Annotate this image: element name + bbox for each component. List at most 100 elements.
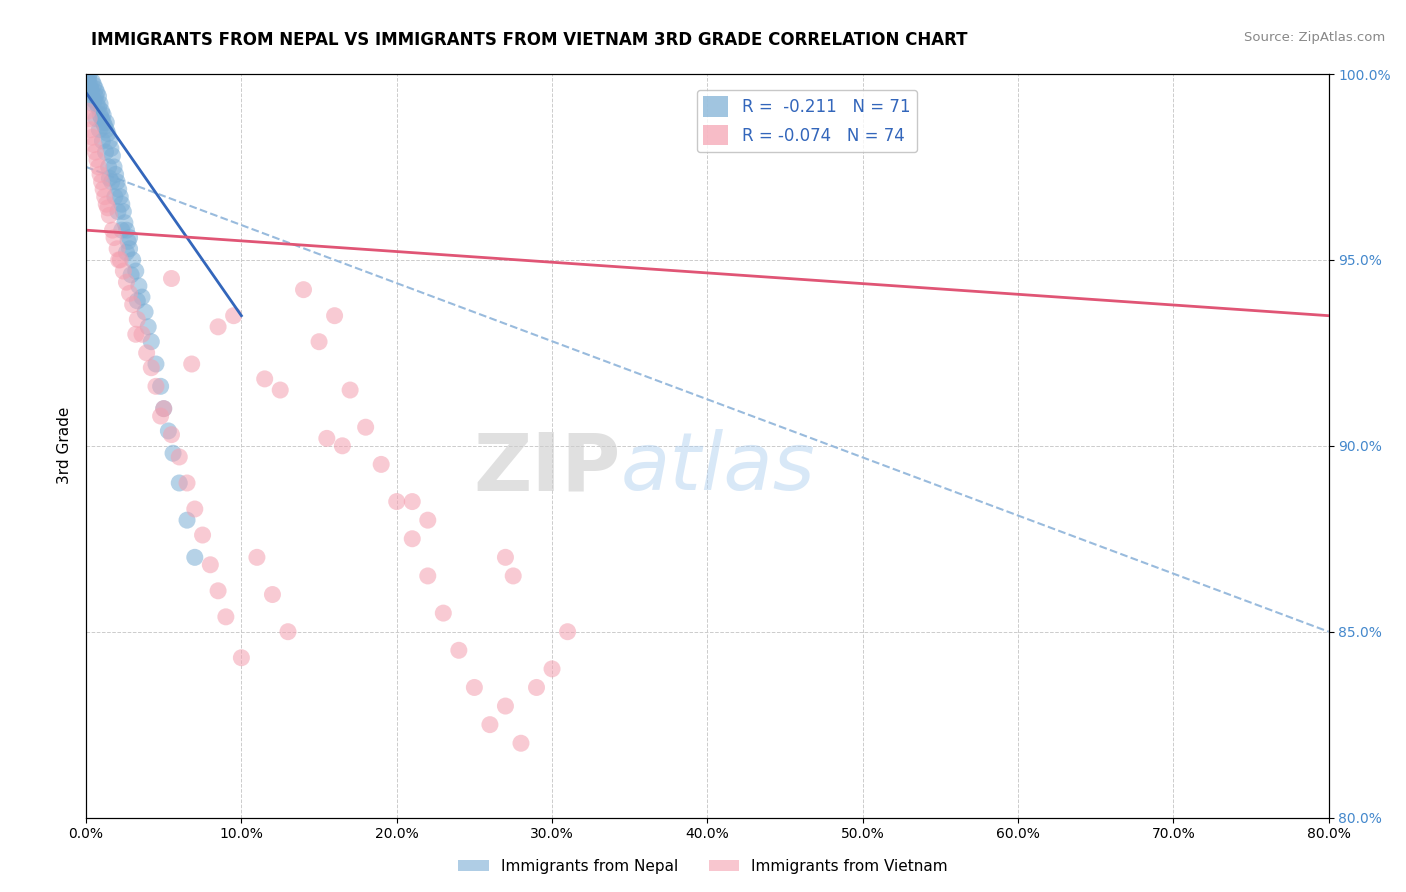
Point: [152, 401, 174, 416]
Point: [90, 104, 112, 119]
Point: [121, 297, 143, 311]
Point: [145, 379, 167, 393]
Point: [98, 171, 121, 186]
Point: [97, 127, 120, 141]
Point: [401, 494, 423, 508]
Point: [215, 610, 238, 624]
Point: [160, 271, 183, 285]
Point: [91, 115, 114, 129]
Point: [104, 190, 127, 204]
Point: [76, 74, 98, 88]
Y-axis label: 3rd Grade: 3rd Grade: [58, 407, 72, 484]
Point: [231, 650, 253, 665]
Point: [292, 283, 315, 297]
Point: [207, 583, 229, 598]
Point: [115, 223, 138, 237]
Point: [80, 86, 103, 100]
Point: [84, 82, 107, 96]
Point: [112, 264, 135, 278]
Point: [167, 475, 190, 490]
Point: [83, 137, 105, 152]
Point: [87, 89, 110, 103]
Point: [86, 153, 108, 167]
Point: [103, 160, 125, 174]
Point: [90, 112, 112, 126]
Point: [176, 475, 198, 490]
Point: [416, 569, 439, 583]
Point: [135, 346, 157, 360]
Point: [80, 123, 103, 137]
Point: [110, 190, 132, 204]
Point: [176, 513, 198, 527]
Point: [128, 279, 150, 293]
Point: [323, 309, 346, 323]
Point: [370, 458, 392, 472]
Point: [117, 235, 139, 249]
Point: [96, 123, 118, 137]
Point: [136, 319, 159, 334]
Point: [339, 383, 361, 397]
Point: [262, 588, 284, 602]
Point: [91, 108, 114, 122]
Point: [494, 699, 516, 714]
Point: [494, 550, 516, 565]
Point: [89, 108, 111, 122]
Point: [77, 67, 100, 81]
Point: [416, 513, 439, 527]
Point: [96, 197, 118, 211]
Point: [184, 502, 207, 516]
Point: [180, 357, 202, 371]
Point: [127, 312, 149, 326]
Point: [82, 130, 104, 145]
Point: [107, 252, 129, 267]
Point: [115, 245, 138, 260]
Point: [77, 112, 100, 126]
Point: [100, 175, 122, 189]
Point: [125, 327, 148, 342]
Point: [125, 264, 148, 278]
Point: [167, 450, 190, 464]
Point: [90, 175, 112, 189]
Point: [93, 119, 115, 133]
Text: ZIP: ZIP: [474, 429, 620, 508]
Point: [98, 134, 121, 148]
Point: [510, 736, 533, 750]
Point: [97, 160, 120, 174]
Point: [145, 357, 167, 371]
Point: [114, 216, 136, 230]
Point: [93, 190, 115, 204]
Point: [134, 305, 156, 319]
Point: [83, 93, 105, 107]
Point: [100, 141, 122, 155]
Point: [89, 168, 111, 182]
Point: [277, 624, 299, 639]
Point: [84, 145, 107, 160]
Point: [149, 379, 172, 393]
Point: [101, 223, 124, 237]
Point: [86, 96, 108, 111]
Legend: Immigrants from Nepal, Immigrants from Vietnam: Immigrants from Nepal, Immigrants from V…: [451, 853, 955, 880]
Point: [97, 201, 120, 215]
Point: [308, 334, 330, 349]
Point: [105, 242, 128, 256]
Point: [385, 494, 408, 508]
Point: [105, 175, 128, 189]
Point: [526, 681, 548, 695]
Point: [557, 624, 579, 639]
Point: [84, 112, 107, 126]
Point: [118, 286, 141, 301]
Point: [83, 78, 105, 92]
Point: [80, 82, 103, 96]
Point: [107, 182, 129, 196]
Point: [121, 252, 143, 267]
Point: [149, 409, 172, 423]
Point: [222, 309, 245, 323]
Point: [541, 662, 564, 676]
Point: [91, 182, 114, 196]
Point: [447, 643, 470, 657]
Point: [120, 268, 142, 282]
Point: [246, 550, 269, 565]
Point: [463, 681, 485, 695]
Point: [103, 230, 125, 244]
Point: [77, 74, 100, 88]
